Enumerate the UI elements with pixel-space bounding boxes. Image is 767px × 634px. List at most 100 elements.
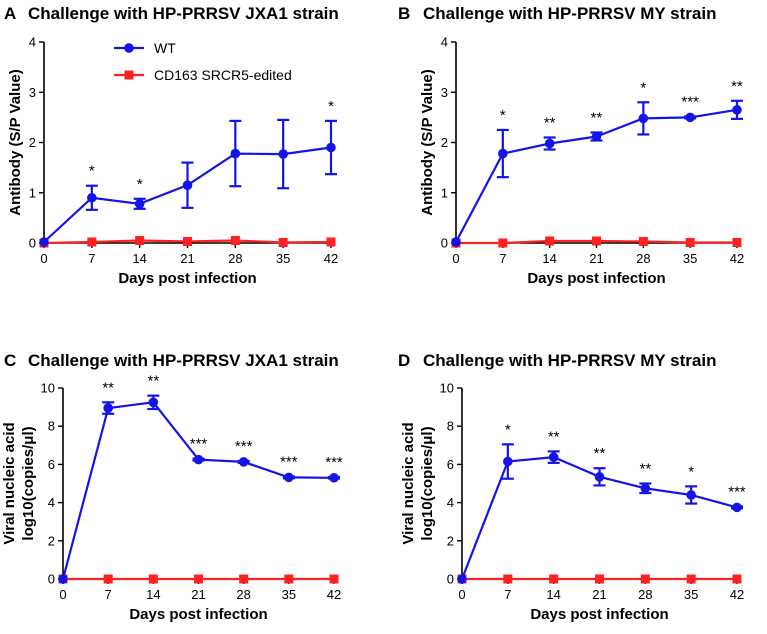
significance-label: *** (325, 454, 343, 471)
series-line (61, 401, 335, 580)
data-point-edited (685, 237, 695, 247)
y-tick-label: 8 (48, 419, 55, 434)
y-tick-label: 4 (48, 495, 55, 510)
x-tick-label: 14 (146, 587, 160, 602)
panel-a: A Challenge with HP-PRRSV JXA1 strain 0 1 2 3… (4, 4, 339, 287)
significance-label: *** (190, 436, 208, 453)
x-tick-label: 7 (499, 251, 506, 266)
data-point-wt (503, 456, 513, 467)
legend-marker-circle (124, 43, 134, 53)
x-tick-label: 0 (452, 251, 459, 266)
y-tick-label: 3 (441, 85, 448, 100)
data-point-wt (148, 397, 159, 408)
data-point-edited (503, 574, 513, 584)
significance-label: ** (147, 373, 159, 390)
data-point-edited (230, 235, 240, 245)
significance-label: ** (731, 78, 743, 95)
panel-title: Challenge with HP-PRRSV MY strain (423, 4, 716, 23)
data-point-edited (732, 574, 742, 584)
significance-label: ** (639, 461, 651, 478)
y-tick-label: 0 (29, 236, 36, 251)
significance-label: * (640, 79, 646, 96)
panel-b: B Challenge with HP-PRRSV MY strain 0 1 2 3 4 0… (398, 4, 744, 287)
significance-label: ** (591, 109, 603, 126)
x-tick-label: 35 (276, 251, 290, 266)
data-point-edited (640, 574, 650, 584)
significance-label: * (137, 176, 143, 193)
significance-label: * (328, 98, 334, 115)
y-tick-label: 10 (440, 381, 454, 396)
y-tick-label: 6 (447, 457, 454, 472)
y-axis-label: Antibody (S/P Value) (419, 69, 436, 215)
x-tick-label: 35 (684, 587, 698, 602)
data-point-edited (103, 574, 113, 584)
data-point-edited (326, 237, 336, 247)
data-point-wt (238, 457, 249, 467)
x-tick-label: 7 (88, 251, 95, 266)
data-point-edited (545, 236, 555, 246)
data-point-edited (638, 236, 648, 246)
data-point-wt (193, 454, 204, 465)
x-axis-label: Days post infection (530, 606, 668, 623)
significance-label: ** (548, 428, 560, 445)
y-axis-label: Antibody (S/P Value) (7, 69, 24, 215)
data-point-edited (732, 237, 742, 247)
panel-letter: B (398, 4, 410, 23)
data-point-edited (284, 574, 294, 584)
x-tick-label: 42 (324, 251, 338, 266)
data-point-wt (457, 574, 467, 584)
y-axis-label-units: log10(copies/μl) (419, 426, 436, 540)
panel-letter: D (398, 351, 410, 370)
data-point-wt (685, 112, 695, 123)
panel-c: C Challenge with HP-PRRSV JXA1 strain 0 2 4 6… (1, 351, 343, 623)
panel-d: D Challenge with HP-PRRSV MY strain 0 2 4 6 8 1… (398, 351, 746, 623)
data-point-edited (549, 574, 559, 584)
data-point-edited (329, 574, 339, 584)
data-point-wt (134, 199, 145, 209)
data-point-wt (548, 452, 559, 462)
y-tick-label: 4 (441, 35, 448, 50)
panel-title: Challenge with HP-PRRSV MY strain (423, 351, 716, 370)
significance-label: * (500, 107, 506, 124)
x-tick-label: 42 (327, 587, 341, 602)
x-axis-label: Days post infection (118, 270, 256, 287)
x-tick-label: 28 (228, 251, 242, 266)
y-tick-label: 2 (48, 533, 55, 548)
y-tick-label: 4 (29, 35, 36, 50)
data-point-wt (732, 502, 742, 513)
data-point-wt (329, 472, 339, 483)
y-tick-label: 10 (41, 381, 55, 396)
x-tick-label: 28 (236, 587, 250, 602)
x-axis-label: Days post infection (129, 606, 267, 623)
data-point-wt (58, 574, 68, 584)
x-tick-label: 35 (683, 251, 697, 266)
panel-letter: C (4, 351, 16, 370)
data-point-wt (326, 142, 336, 153)
data-point-wt (284, 472, 294, 483)
y-axis-label: Viral nucleic acid (1, 422, 18, 544)
data-point-wt (182, 180, 193, 191)
data-point-wt (451, 237, 461, 247)
x-axis-label: Days post infection (527, 270, 665, 287)
panel-title: Challenge with HP-PRRSV JXA1 strain (28, 4, 339, 23)
data-point-edited (87, 237, 97, 247)
y-tick-label: 2 (29, 135, 36, 150)
data-point-edited (498, 238, 508, 248)
significance-label: * (505, 421, 511, 438)
significance-label: *** (235, 438, 253, 455)
x-tick-label: 21 (589, 251, 603, 266)
y-tick-label: 6 (48, 457, 55, 472)
x-tick-label: 0 (59, 587, 66, 602)
data-point-edited (148, 574, 158, 584)
data-point-edited (595, 574, 604, 584)
x-tick-label: 7 (105, 587, 112, 602)
x-tick-label: 21 (592, 587, 606, 602)
x-tick-label: 14 (542, 251, 556, 266)
data-point-wt (87, 192, 97, 203)
y-axis-label: Viral nucleic acid (400, 422, 417, 544)
x-tick-label: 14 (546, 587, 560, 602)
panel-letter: A (4, 4, 16, 23)
data-point-wt (103, 403, 113, 413)
significance-label: *** (280, 453, 298, 470)
